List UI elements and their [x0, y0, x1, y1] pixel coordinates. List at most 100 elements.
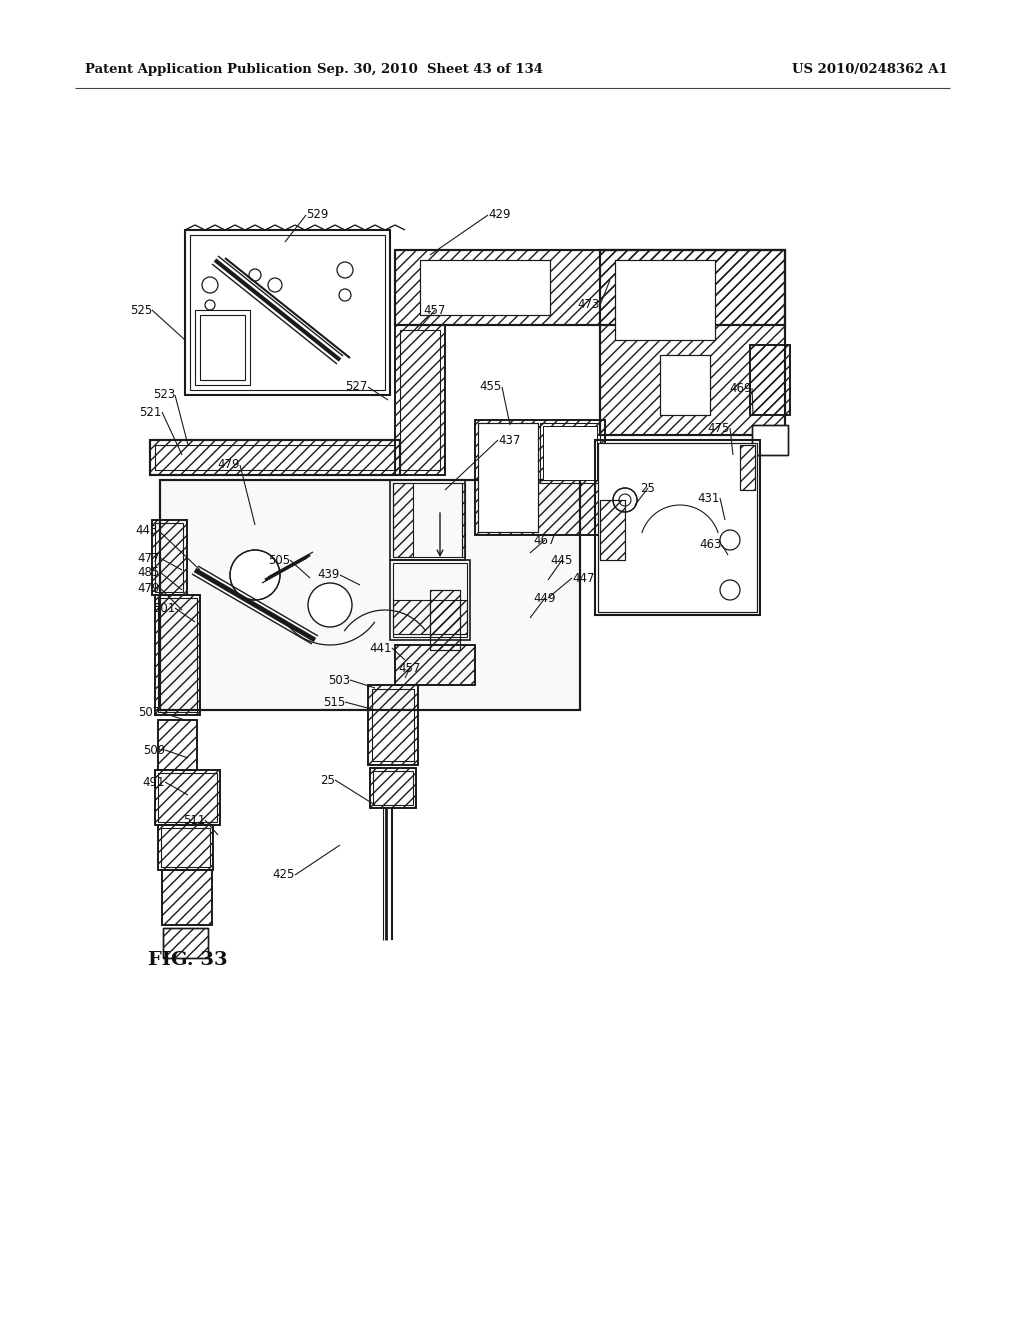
Bar [395, 325, 445, 475]
Bar [598, 444, 757, 612]
Bar [163, 928, 208, 958]
Bar [368, 685, 418, 766]
Bar [368, 685, 418, 766]
Bar [158, 598, 197, 711]
Bar [543, 426, 597, 480]
Bar [152, 520, 187, 595]
Bar [373, 771, 413, 805]
Text: 509: 509 [142, 743, 165, 756]
Bar [660, 355, 710, 414]
Text: Patent Application Publication: Patent Application Publication [85, 63, 311, 77]
Text: 521: 521 [139, 405, 162, 418]
Bar [155, 595, 200, 715]
Text: 447: 447 [572, 572, 595, 585]
Circle shape [230, 550, 280, 601]
Text: 431: 431 [697, 491, 720, 504]
Text: 25: 25 [321, 774, 335, 787]
Bar [162, 870, 212, 925]
Bar [158, 825, 213, 870]
Text: 463: 463 [699, 539, 722, 552]
Text: 445: 445 [551, 553, 573, 566]
Bar [752, 425, 788, 455]
Bar [150, 440, 400, 475]
Bar [162, 870, 212, 925]
Bar [390, 480, 465, 560]
Text: 469: 469 [729, 381, 752, 395]
Bar [615, 260, 715, 341]
Text: 439: 439 [317, 569, 340, 582]
Circle shape [618, 494, 631, 506]
Text: 511: 511 [182, 813, 205, 826]
Bar [190, 235, 385, 389]
Bar [478, 422, 538, 532]
Text: Sep. 30, 2010  Sheet 43 of 134: Sep. 30, 2010 Sheet 43 of 134 [317, 63, 543, 77]
Bar [393, 483, 413, 557]
Bar [152, 520, 187, 595]
Text: 449: 449 [534, 591, 556, 605]
Bar [598, 444, 757, 612]
Circle shape [308, 583, 352, 627]
Text: 525: 525 [130, 304, 152, 317]
Circle shape [268, 279, 282, 292]
Bar [475, 420, 605, 535]
Text: 477: 477 [137, 552, 160, 565]
Bar [420, 260, 550, 315]
Bar [420, 260, 550, 315]
Bar [400, 330, 440, 470]
Bar [543, 426, 597, 480]
Circle shape [249, 269, 261, 281]
Bar [185, 230, 390, 395]
Text: US 2010/0248362 A1: US 2010/0248362 A1 [793, 63, 948, 77]
Text: 503: 503 [328, 673, 350, 686]
Bar [478, 422, 538, 532]
Text: 425: 425 [272, 869, 295, 882]
Bar [600, 249, 785, 436]
Bar [160, 480, 580, 710]
Bar [161, 828, 210, 867]
Text: 467: 467 [534, 533, 556, 546]
Bar [393, 564, 467, 638]
Text: FIG. 33: FIG. 33 [148, 950, 227, 969]
Circle shape [613, 488, 637, 512]
Circle shape [720, 531, 740, 550]
Text: 457: 457 [398, 661, 421, 675]
Bar [395, 645, 475, 685]
Circle shape [205, 300, 215, 310]
Circle shape [720, 579, 740, 601]
Bar [370, 768, 416, 808]
Text: 491: 491 [142, 776, 165, 788]
Text: 475: 475 [708, 421, 730, 434]
Bar [740, 445, 755, 490]
Bar [540, 422, 600, 483]
Text: 523: 523 [153, 388, 175, 401]
Bar [158, 719, 197, 770]
Bar [155, 595, 200, 715]
Text: 443: 443 [135, 524, 158, 536]
Circle shape [202, 277, 218, 293]
Bar [158, 825, 213, 870]
Bar [395, 645, 475, 685]
Bar [158, 774, 217, 822]
Text: 457: 457 [424, 304, 446, 317]
Bar [158, 719, 197, 770]
Bar [475, 420, 605, 535]
Bar [660, 355, 710, 414]
Text: 455: 455 [480, 380, 502, 393]
Text: 485: 485 [138, 565, 160, 578]
Bar [200, 315, 245, 380]
Bar [393, 483, 462, 557]
Bar [595, 440, 760, 615]
Text: 479: 479 [137, 582, 160, 594]
Text: 527: 527 [346, 380, 368, 393]
Circle shape [339, 289, 351, 301]
Bar [160, 480, 580, 710]
Bar [395, 249, 785, 325]
Bar [195, 310, 250, 385]
Bar [615, 260, 715, 341]
Bar [150, 440, 400, 475]
Text: 501: 501 [153, 602, 175, 615]
Bar [155, 523, 183, 591]
Text: 505: 505 [268, 553, 290, 566]
Bar [390, 560, 470, 640]
Bar [600, 249, 785, 436]
